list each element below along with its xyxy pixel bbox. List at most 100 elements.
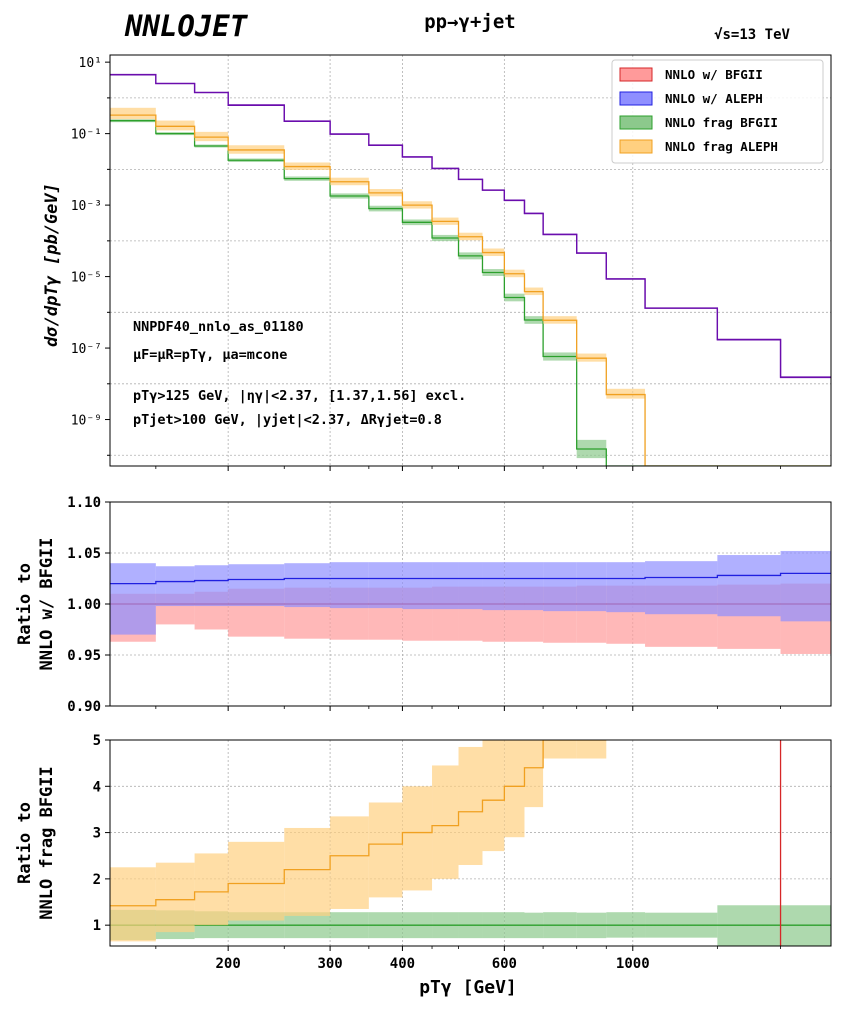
- legend-label-frag-bfgii: NNLO frag BFGII: [665, 115, 778, 130]
- aleph-band-bin-17: [717, 555, 781, 617]
- main-ytick-label: 10⁻¹: [71, 128, 102, 143]
- ratio2-ytick-label: 1: [93, 918, 101, 934]
- frag_bfgii-band-bin-15: [606, 527, 645, 528]
- aleph-band-bin-7: [402, 562, 433, 610]
- frag_aleph-band-bin-5: [330, 816, 369, 909]
- aleph-band-bin-16: [645, 561, 718, 615]
- xtick-label-400: 400: [390, 956, 415, 972]
- aleph-band-bin-18: [780, 550, 831, 622]
- aleph-band-bin-5: [330, 562, 369, 609]
- frag_aleph-line: [110, 740, 607, 907]
- aleph-band-bin-9: [458, 562, 483, 610]
- legend-swatch-aleph: [619, 91, 653, 106]
- frag_aleph-band-bin-7: [402, 786, 433, 891]
- ratio-bfgii-panel: 0.90 0.95 1.00 1.05 1.10: [67, 495, 832, 715]
- legend-swatch-frag-bfgii: [619, 115, 653, 130]
- main-ytick-label: 10⁻⁷: [71, 342, 102, 357]
- jet-cuts-label: pTjet>100 GeV, |yjet|<2.37, ΔRγjet=0.8: [133, 412, 442, 428]
- ratio2-frame: [109, 739, 832, 947]
- xtick-label-1000: 1000: [616, 956, 650, 972]
- ratio2-ytick-label: 4: [93, 779, 101, 795]
- ratio1-y-ticks: 0.90 0.95 1.00 1.05 1.10: [67, 495, 110, 715]
- frag_aleph-band-bin-10: [482, 740, 505, 852]
- main-x-ticks: [155, 466, 781, 471]
- frag_aleph-band-bin-6: [368, 802, 403, 898]
- aleph-band-bin-3: [228, 564, 285, 607]
- ratio2-x-ticks: 200 300 400 600 1000: [155, 946, 781, 972]
- frag_aleph-band-bin-0: [110, 867, 156, 942]
- energy-label: √s=13 TeV: [714, 27, 790, 43]
- frag_aleph-band-bin-14: [576, 740, 607, 759]
- aleph-band-bin-1: [155, 566, 195, 607]
- legend-label-aleph: NNLO w/ ALEPH: [665, 91, 763, 106]
- aleph-band-bin-11: [504, 562, 525, 611]
- main-ytick-label: 10⁻⁵: [71, 271, 102, 286]
- ratio1-ytick-label: 0.90: [67, 699, 101, 715]
- main-panel: 10¹ 10⁻¹ 10⁻³ 10⁻⁵ 10⁻⁷ 10⁻⁹: [71, 54, 832, 528]
- main-y-ticks: 10¹ 10⁻¹ 10⁻³ 10⁻⁵ 10⁻⁷ 10⁻⁹: [71, 56, 110, 456]
- frag_aleph-band-bin-1: [155, 120, 195, 131]
- pdf-set-label: NNPDF40_nnlo_as_01180: [133, 319, 304, 335]
- nnlojet-logo: NNLOJET: [124, 9, 249, 43]
- ratio2-ytick-label: 2: [93, 872, 101, 888]
- ratio1-ytick-label: 0.95: [67, 648, 101, 664]
- xtick-label-300: 300: [317, 956, 342, 972]
- main-ylabel: dσ/dpTγ [pb/GeV]: [42, 183, 62, 347]
- main-frame: [109, 54, 832, 467]
- ratio1-ytick-label: 1.00: [67, 597, 101, 613]
- photon-cuts-label: pTγ>125 GeV, |ηγ|<2.37, [1.37,1.56] excl…: [133, 388, 466, 404]
- ratio2-ytick-label: 3: [93, 826, 101, 842]
- ratio1-plot: [110, 550, 831, 654]
- legend-swatch-frag-aleph: [619, 139, 653, 154]
- main-ytick-label: 10¹: [79, 56, 102, 71]
- x-axis-label: pTγ [GeV]: [419, 977, 517, 998]
- main-grid: [110, 55, 831, 466]
- ratio1-ytick-label: 1.10: [67, 495, 101, 511]
- frag_aleph-line: [110, 114, 831, 466]
- aleph-band-bin-15: [606, 562, 646, 613]
- aleph-band-bin-0: [110, 563, 156, 635]
- frag_bfgii-band-bin-16: [645, 527, 717, 528]
- frag_aleph-band-bin-11: [504, 740, 525, 838]
- process-title: pp→γ+jet: [424, 11, 516, 33]
- ratio1-x-ticks: [155, 706, 781, 711]
- aleph-band-bin-8: [432, 562, 459, 610]
- frag_aleph-band-bin-4: [284, 827, 331, 916]
- aleph-line: [110, 572, 831, 585]
- frag_bfgii-band-bin-18: [781, 527, 831, 528]
- aleph-series: [110, 73, 831, 378]
- frag_aleph-band-bin-3: [228, 841, 285, 921]
- annotations: NNPDF40_nnlo_as_01180 μF=μR=pTγ, μa=mcon…: [133, 319, 466, 428]
- xtick-label-600: 600: [492, 956, 517, 972]
- legend: NNLO w/ BFGII NNLO w/ ALEPH NNLO frag BF…: [611, 59, 824, 164]
- aleph-band-bin-13: [543, 562, 577, 612]
- frag_aleph-series: [110, 107, 831, 528]
- frag_aleph-band-bin-8: [432, 765, 459, 879]
- aleph-band-bin-14: [576, 562, 607, 612]
- frag_aleph-band-bin-16: [645, 527, 717, 528]
- aleph-line: [110, 73, 831, 378]
- legend-label-bfgii: NNLO w/ BFGII: [665, 67, 763, 82]
- frag_aleph-band-bin-17: [717, 527, 780, 528]
- legend-label-frag-aleph: NNLO frag ALEPH: [665, 139, 778, 154]
- ratio2-y-ticks: 1 2 3 4 5: [93, 733, 110, 934]
- ratio2-ylabel-line2: NNLO frag BFGII: [37, 766, 57, 920]
- ratio1-ytick-label: 1.05: [67, 546, 101, 562]
- main-plot: [110, 73, 831, 528]
- main-ytick-label: 10⁻⁹: [71, 414, 102, 429]
- frag_aleph-band-bin-18: [781, 527, 831, 528]
- aleph-band-bin-4: [284, 563, 331, 608]
- xtick-label-200: 200: [216, 956, 241, 972]
- frag_aleph-band-bin-13: [543, 740, 577, 759]
- frag_aleph-series: [110, 740, 607, 942]
- aleph-series: [110, 550, 831, 635]
- aleph-band-bin-12: [524, 562, 544, 611]
- ratio2-ytick-label: 5: [93, 733, 101, 749]
- aleph-band-bin-10: [482, 562, 505, 611]
- frag_aleph-band-bin-1: [155, 862, 195, 933]
- frag_aleph-band-bin-2: [194, 853, 229, 926]
- scale-label: μF=μR=pTγ, μa=mcone: [133, 347, 287, 363]
- legend-swatch-bfgii: [619, 67, 653, 82]
- ratio2-ylabel-line1: Ratio to: [15, 802, 35, 884]
